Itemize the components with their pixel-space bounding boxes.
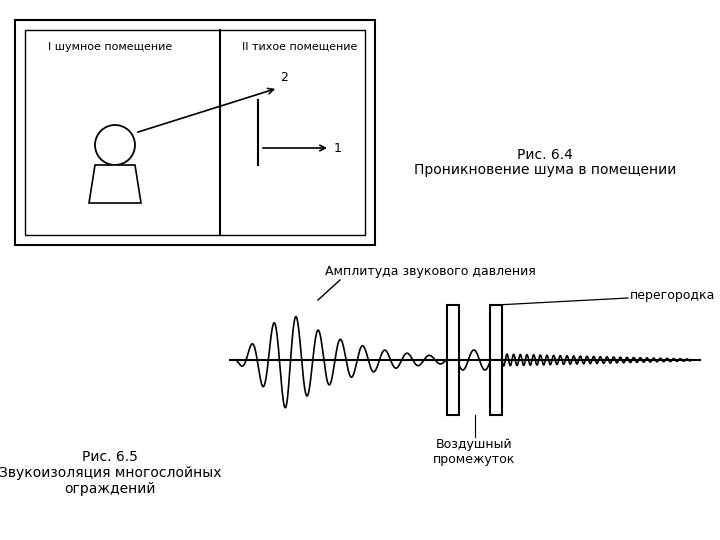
Text: Рис. 6.5: Рис. 6.5: [82, 450, 138, 464]
Bar: [25, 30, 365, 235]
Bar: [447, 305, 459, 415]
Text: II тихое помещение: II тихое помещение: [243, 42, 358, 52]
Polygon shape: [89, 165, 141, 203]
Text: 2: 2: [280, 71, 288, 84]
Text: I шумное помещение: I шумное помещение: [48, 42, 172, 52]
Text: Звукоизоляция многослойных
ограждений: Звукоизоляция многослойных ограждений: [0, 466, 221, 496]
Bar: [15, 20, 375, 245]
Bar: [490, 305, 502, 415]
Text: Проникновение шума в помещении: Проникновение шума в помещении: [414, 163, 676, 177]
Text: 1: 1: [334, 141, 342, 154]
Text: Рис. 6.4: Рис. 6.4: [517, 148, 573, 162]
Text: перегородка: перегородка: [630, 288, 716, 301]
Text: Амплитуда звукового давления: Амплитуда звукового давления: [325, 265, 536, 278]
Circle shape: [95, 125, 135, 165]
Text: Воздушный
промежуток: Воздушный промежуток: [433, 438, 516, 466]
